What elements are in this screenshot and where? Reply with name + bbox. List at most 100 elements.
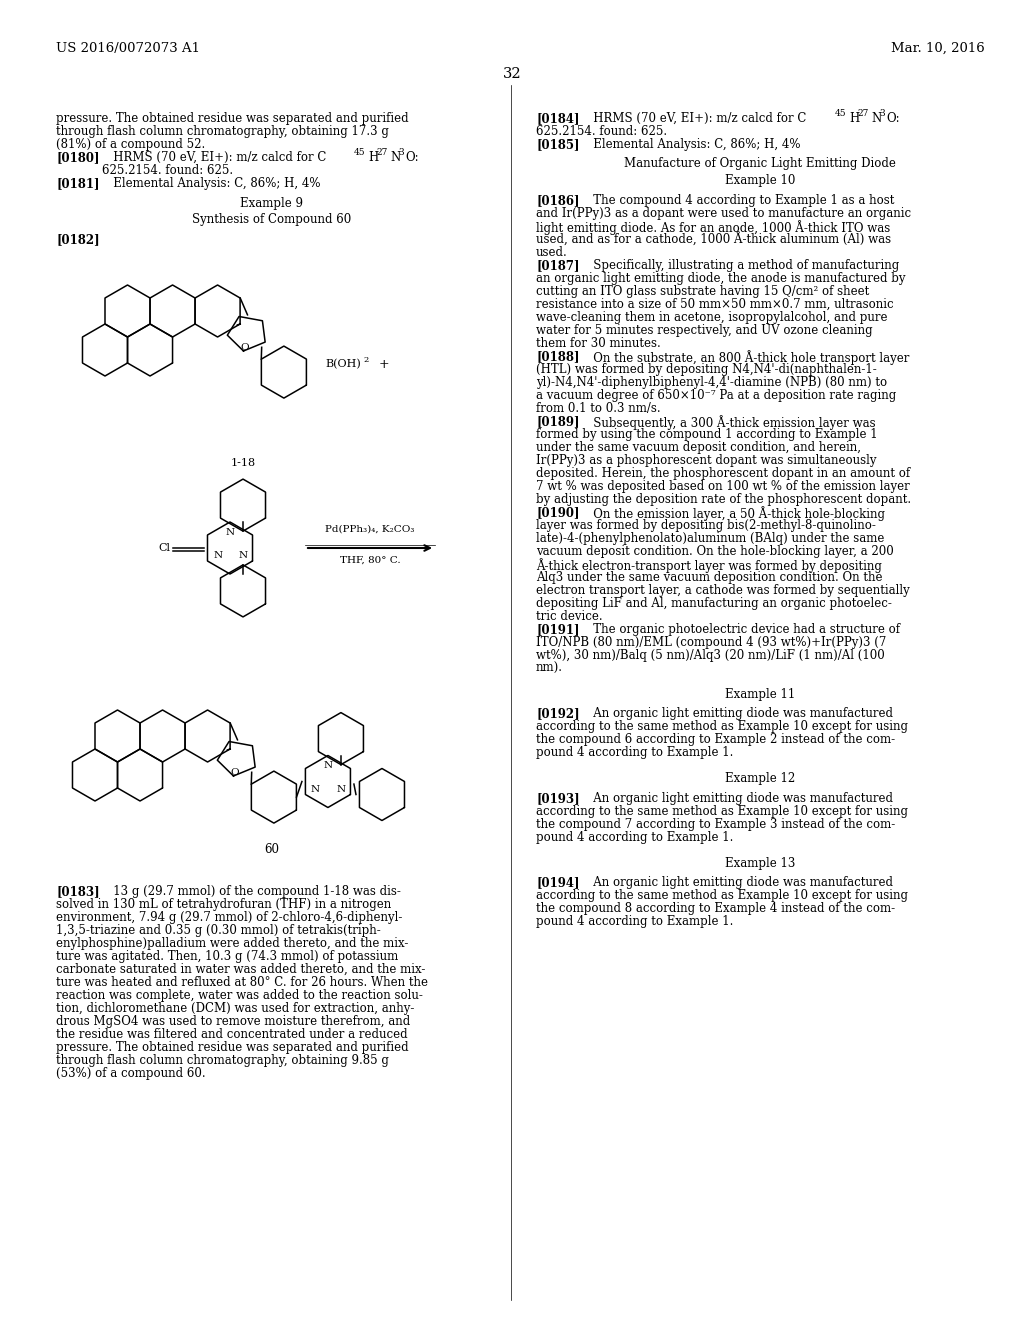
Text: N: N xyxy=(239,552,248,560)
Text: a vacuum degree of 650×10⁻⁷ Pa at a deposition rate raging: a vacuum degree of 650×10⁻⁷ Pa at a depo… xyxy=(536,389,896,401)
Text: 27: 27 xyxy=(376,148,387,157)
Text: by adjusting the deposition rate of the phosphorescent dopant.: by adjusting the deposition rate of the … xyxy=(536,492,911,506)
Text: Mar. 10, 2016: Mar. 10, 2016 xyxy=(891,42,985,55)
Text: Elemental Analysis: C, 86%; H, 4%: Elemental Analysis: C, 86%; H, 4% xyxy=(582,139,801,150)
Text: from 0.1 to 0.3 nm/s.: from 0.1 to 0.3 nm/s. xyxy=(536,401,660,414)
Text: N: N xyxy=(390,150,400,164)
Text: Manufacture of Organic Light Emitting Diode: Manufacture of Organic Light Emitting Di… xyxy=(624,157,896,170)
Text: Cl: Cl xyxy=(158,543,170,553)
Text: under the same vacuum deposit condition, and herein,: under the same vacuum deposit condition,… xyxy=(536,441,861,454)
Text: pound 4 according to Example 1.: pound 4 according to Example 1. xyxy=(536,830,733,843)
Text: N: N xyxy=(311,785,321,793)
Text: 32: 32 xyxy=(503,67,521,81)
Text: 625.2154. found: 625.: 625.2154. found: 625. xyxy=(102,164,233,177)
Text: O:: O: xyxy=(406,150,419,164)
Text: them for 30 minutes.: them for 30 minutes. xyxy=(536,337,660,350)
Text: 60: 60 xyxy=(264,843,280,857)
Text: 45: 45 xyxy=(835,110,847,117)
Text: An organic light emitting diode was manufactured: An organic light emitting diode was manu… xyxy=(582,792,893,805)
Text: 45: 45 xyxy=(354,148,366,157)
Text: the compound 8 according to Example 4 instead of the com-: the compound 8 according to Example 4 in… xyxy=(536,903,895,915)
Text: late)-4-(phenylphenolato)aluminum (BAlq) under the same: late)-4-(phenylphenolato)aluminum (BAlq)… xyxy=(536,532,885,545)
Text: solved in 130 mL of tetrahydrofuran (THF) in a nitrogen: solved in 130 mL of tetrahydrofuran (THF… xyxy=(56,898,391,911)
Text: resistance into a size of 50 mm×50 mm×0.7 mm, ultrasonic: resistance into a size of 50 mm×50 mm×0.… xyxy=(536,298,894,312)
Text: environment, 7.94 g (29.7 mmol) of 2-chloro-4,6-diphenyl-: environment, 7.94 g (29.7 mmol) of 2-chl… xyxy=(56,911,402,924)
Text: 3: 3 xyxy=(879,110,885,117)
Text: Pd(PPh₃)₄, K₂CO₃: Pd(PPh₃)₄, K₂CO₃ xyxy=(326,525,415,535)
Text: On the emission layer, a 50 Å-thick hole-blocking: On the emission layer, a 50 Å-thick hole… xyxy=(582,506,885,521)
Text: pound 4 according to Example 1.: pound 4 according to Example 1. xyxy=(536,915,733,928)
Text: deposited. Herein, the phosphorescent dopant in an amount of: deposited. Herein, the phosphorescent do… xyxy=(536,467,910,480)
Text: (81%) of a compound 52.: (81%) of a compound 52. xyxy=(56,139,205,150)
Text: the compound 7 according to Example 3 instead of the com-: the compound 7 according to Example 3 in… xyxy=(536,818,895,830)
Text: O:: O: xyxy=(886,112,900,125)
Text: the compound 6 according to Example 2 instead of the com-: the compound 6 according to Example 2 in… xyxy=(536,734,895,746)
Text: pound 4 according to Example 1.: pound 4 according to Example 1. xyxy=(536,746,733,759)
Text: 27: 27 xyxy=(857,110,868,117)
Text: ITO/NPB (80 nm)/EML (compound 4 (93 wt%)+Ir(PPy)3 (7: ITO/NPB (80 nm)/EML (compound 4 (93 wt%)… xyxy=(536,636,887,649)
Text: pressure. The obtained residue was separated and purified: pressure. The obtained residue was separ… xyxy=(56,112,409,125)
Text: Synthesis of Compound 60: Synthesis of Compound 60 xyxy=(193,214,351,227)
Text: An organic light emitting diode was manufactured: An organic light emitting diode was manu… xyxy=(582,876,893,890)
Text: The organic photoelectric device had a structure of: The organic photoelectric device had a s… xyxy=(582,623,900,636)
Text: N: N xyxy=(871,112,882,125)
Text: O: O xyxy=(241,343,249,352)
Text: Example 9: Example 9 xyxy=(241,197,303,210)
Text: light emitting diode. As for an anode, 1000 Å-thick ITO was: light emitting diode. As for an anode, 1… xyxy=(536,220,890,235)
Text: cutting an ITO glass substrate having 15 Q/cm² of sheet: cutting an ITO glass substrate having 15… xyxy=(536,285,869,298)
Text: through flash column chromatography, obtaining 9.85 g: through flash column chromatography, obt… xyxy=(56,1053,389,1067)
Text: [0190]: [0190] xyxy=(536,506,580,519)
Text: The compound 4 according to Example 1 as a host: The compound 4 according to Example 1 as… xyxy=(582,194,894,207)
Text: N: N xyxy=(225,528,234,537)
Text: HRMS (70 eV, EI+): m/z calcd for C: HRMS (70 eV, EI+): m/z calcd for C xyxy=(582,112,806,125)
Text: (53%) of a compound 60.: (53%) of a compound 60. xyxy=(56,1067,206,1080)
Text: 1,3,5-triazine and 0.35 g (0.30 mmol) of tetrakis(triph-: 1,3,5-triazine and 0.35 g (0.30 mmol) of… xyxy=(56,924,381,937)
Text: Example 11: Example 11 xyxy=(725,688,795,701)
Text: water for 5 minutes respectively, and UV ozone cleaning: water for 5 minutes respectively, and UV… xyxy=(536,323,872,337)
Text: formed by using the compound 1 according to Example 1: formed by using the compound 1 according… xyxy=(536,428,878,441)
Text: according to the same method as Example 10 except for using: according to the same method as Example … xyxy=(536,890,908,903)
Text: HRMS (70 eV, EI+): m/z calcd for C: HRMS (70 eV, EI+): m/z calcd for C xyxy=(102,150,327,164)
Text: [0191]: [0191] xyxy=(536,623,580,636)
Text: used, and as for a cathode, 1000 Å-thick aluminum (Al) was: used, and as for a cathode, 1000 Å-thick… xyxy=(536,232,891,247)
Text: Subsequently, a 300 Å-thick emission layer was: Subsequently, a 300 Å-thick emission lay… xyxy=(582,414,876,430)
Text: 13 g (29.7 mmol) of the compound 1-18 was dis-: 13 g (29.7 mmol) of the compound 1-18 wa… xyxy=(102,884,400,898)
Text: pressure. The obtained residue was separated and purified: pressure. The obtained residue was separ… xyxy=(56,1041,409,1053)
Text: used.: used. xyxy=(536,246,567,259)
Text: Example 12: Example 12 xyxy=(725,772,795,785)
Text: Elemental Analysis: C, 86%; H, 4%: Elemental Analysis: C, 86%; H, 4% xyxy=(102,177,321,190)
Text: [0187]: [0187] xyxy=(536,259,580,272)
Text: An organic light emitting diode was manufactured: An organic light emitting diode was manu… xyxy=(582,708,893,721)
Text: 625.2154. found: 625.: 625.2154. found: 625. xyxy=(536,125,667,139)
Text: 7 wt % was deposited based on 100 wt % of the emission layer: 7 wt % was deposited based on 100 wt % o… xyxy=(536,480,909,492)
Text: depositing LiF and Al, manufacturing an organic photoelec-: depositing LiF and Al, manufacturing an … xyxy=(536,597,892,610)
Text: Å-thick electron-transport layer was formed by depositing: Å-thick electron-transport layer was for… xyxy=(536,558,882,573)
Text: 2: 2 xyxy=(364,356,369,364)
Text: [0180]: [0180] xyxy=(56,150,99,164)
Text: yl)-N4,N4'-diphenylbiphenyl-4,4'-diamine (NPB) (80 nm) to: yl)-N4,N4'-diphenylbiphenyl-4,4'-diamine… xyxy=(536,376,887,389)
Text: [0183]: [0183] xyxy=(56,884,99,898)
Text: drous MgSO4 was used to remove moisture therefrom, and: drous MgSO4 was used to remove moisture … xyxy=(56,1015,411,1028)
Text: US 2016/0072073 A1: US 2016/0072073 A1 xyxy=(56,42,200,55)
Text: through flash column chromatography, obtaining 17.3 g: through flash column chromatography, obt… xyxy=(56,125,389,139)
Text: O: O xyxy=(230,768,239,776)
Text: B(OH): B(OH) xyxy=(326,359,361,370)
Text: enylphosphine)palladium were added thereto, and the mix-: enylphosphine)palladium were added there… xyxy=(56,937,409,950)
Text: 1-18: 1-18 xyxy=(230,458,256,469)
Text: tric device.: tric device. xyxy=(536,610,603,623)
Text: electron transport layer, a cathode was formed by sequentially: electron transport layer, a cathode was … xyxy=(536,583,909,597)
Text: layer was formed by depositing bis(2-methyl-8-quinolino-: layer was formed by depositing bis(2-met… xyxy=(536,519,876,532)
Text: according to the same method as Example 10 except for using: according to the same method as Example … xyxy=(536,805,908,818)
Text: and Ir(PPy)3 as a dopant were used to manufacture an organic: and Ir(PPy)3 as a dopant were used to ma… xyxy=(536,207,911,220)
Text: [0182]: [0182] xyxy=(56,232,99,246)
Text: reaction was complete, water was added to the reaction solu-: reaction was complete, water was added t… xyxy=(56,989,423,1002)
Text: On the substrate, an 800 Å-thick hole transport layer: On the substrate, an 800 Å-thick hole tr… xyxy=(582,350,909,364)
Text: N: N xyxy=(213,552,222,560)
Text: THF, 80° C.: THF, 80° C. xyxy=(340,556,400,565)
Text: nm).: nm). xyxy=(536,661,563,675)
Text: H: H xyxy=(368,150,378,164)
Text: [0186]: [0186] xyxy=(536,194,580,207)
Text: Specifically, illustrating a method of manufacturing: Specifically, illustrating a method of m… xyxy=(582,259,899,272)
Text: Example 13: Example 13 xyxy=(725,857,796,870)
Text: [0181]: [0181] xyxy=(56,177,99,190)
